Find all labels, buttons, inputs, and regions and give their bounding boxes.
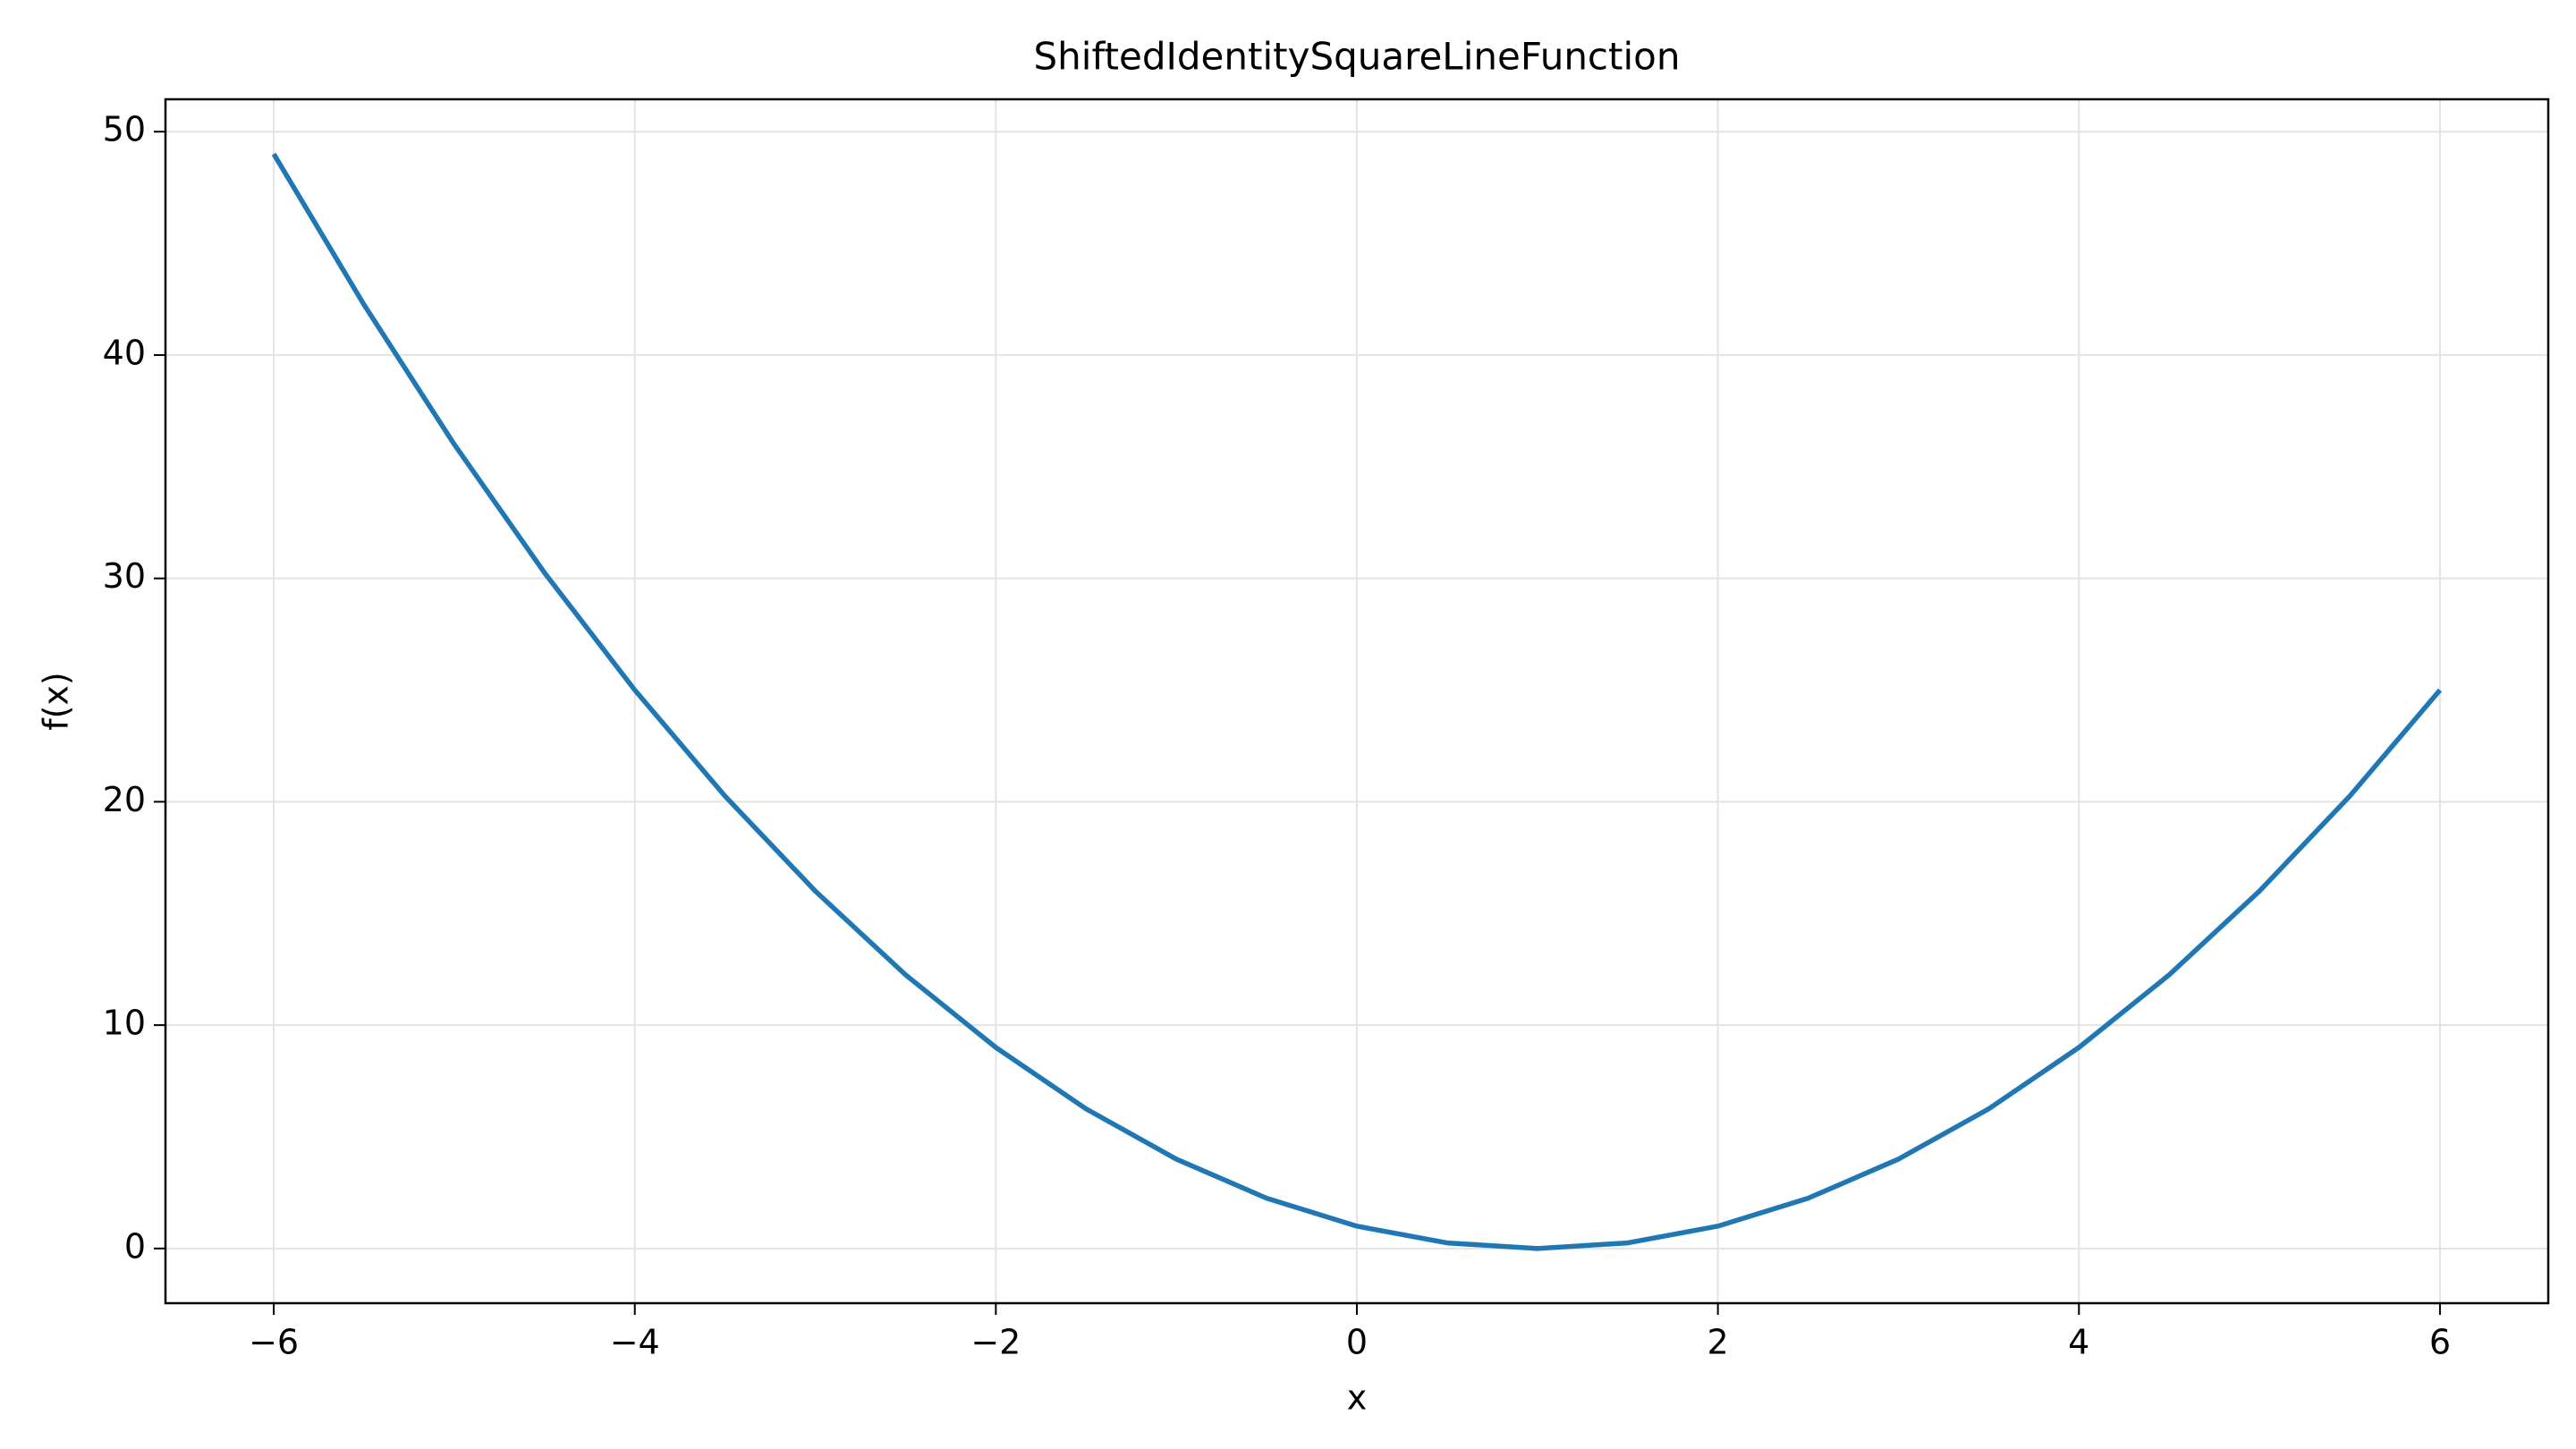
x-tick-label: 4: [2068, 1323, 2089, 1362]
y-tick-label: 20: [103, 780, 146, 819]
x-axis-label: x: [1347, 1378, 1368, 1418]
y-tick-label: 40: [103, 333, 146, 372]
x-tick-label: −2: [970, 1323, 1021, 1362]
x-tick-label: 2: [1707, 1323, 1729, 1362]
line-series: [271, 152, 2443, 1251]
x-tick-label: 0: [1346, 1323, 1368, 1362]
y-tick-label: 50: [103, 110, 146, 149]
x-tick-label: −6: [249, 1323, 299, 1362]
y-tick-label: 30: [103, 556, 146, 596]
plot-area: [271, 152, 2443, 1251]
y-axis-label: f(x): [37, 672, 76, 731]
chart-title: ShiftedIdentitySquareLineFunction: [1034, 35, 1681, 79]
grid: [165, 99, 2548, 1303]
y-tick-label: 0: [124, 1226, 146, 1266]
y-tick-label: 10: [103, 1004, 146, 1043]
x-tick-label: −4: [610, 1323, 660, 1362]
x-tick-label: 6: [2429, 1323, 2451, 1362]
